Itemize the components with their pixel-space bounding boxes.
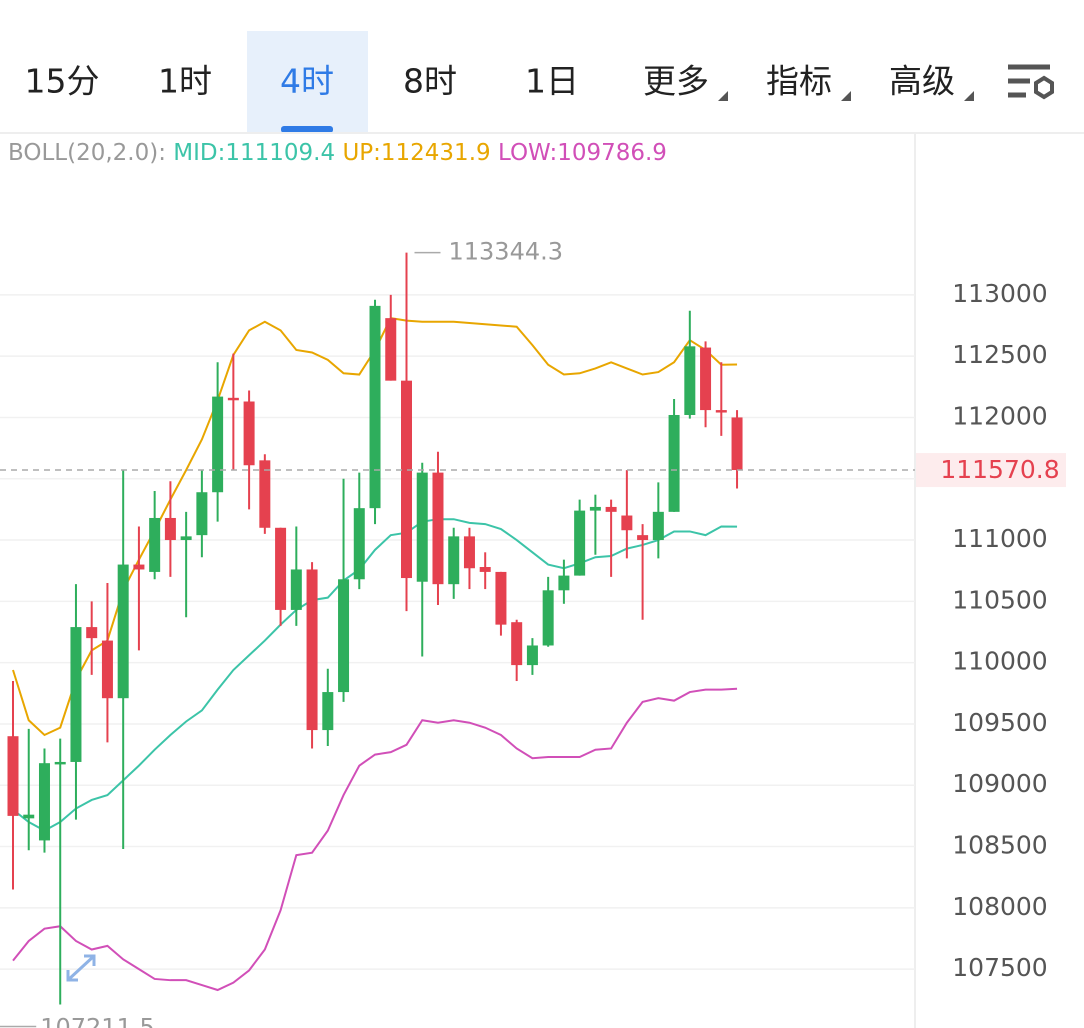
candle-body — [401, 380, 412, 579]
candle-body — [38, 763, 50, 841]
y-tick-label: 109000 — [952, 769, 1047, 798]
candle-body — [542, 590, 554, 646]
candle-body — [290, 569, 302, 610]
candle-body — [416, 472, 428, 582]
candle-body — [101, 640, 113, 699]
y-tick-label: 111000 — [952, 524, 1047, 553]
tab[interactable]: 1日 — [525, 62, 579, 101]
dropdown-caret — [964, 91, 974, 101]
candle-body — [448, 536, 460, 585]
tab[interactable]: 4时 — [280, 62, 334, 101]
y-tick-label: 108000 — [952, 892, 1047, 921]
tab[interactable]: 高级 — [889, 62, 955, 101]
candle-body — [196, 492, 208, 536]
tab[interactable]: 指标 — [766, 62, 832, 101]
candle-body — [54, 761, 66, 765]
band-line — [12, 687, 738, 992]
candle-body — [463, 536, 475, 569]
candle-body — [526, 645, 538, 666]
candle-body — [133, 564, 145, 570]
candle-body — [322, 692, 334, 731]
candle-body — [589, 506, 601, 511]
candle-body — [731, 417, 743, 471]
legend-entry: UP:112431.9 — [342, 140, 490, 166]
candle-body — [668, 414, 680, 512]
dropdown-caret — [841, 91, 851, 101]
candle-body — [23, 814, 35, 819]
candle-body — [227, 397, 239, 401]
y-tick-label: 112500 — [952, 340, 1047, 369]
candle-body — [684, 346, 696, 415]
y-tick-label: 109500 — [952, 708, 1047, 737]
settings-icon[interactable] — [1008, 64, 1054, 100]
candle-body — [432, 472, 444, 585]
legend-entry: LOW:109786.9 — [498, 140, 667, 166]
fullscreen-icon[interactable] — [66, 954, 96, 982]
candle-body — [637, 535, 649, 541]
tab[interactable]: 1时 — [158, 62, 212, 101]
dropdown-caret — [718, 91, 728, 101]
band-line — [12, 518, 738, 832]
candle-body — [86, 627, 98, 639]
selected-tab-underline — [281, 126, 333, 133]
y-tick-label: 108500 — [952, 831, 1047, 860]
candle-body — [605, 506, 617, 512]
candle-body — [306, 569, 318, 731]
candle-body — [479, 567, 491, 572]
candle-body — [353, 508, 365, 580]
candle-body — [338, 579, 350, 693]
indicator-legend: BOLL(20,2.0): MID:111109.4 UP:112431.9 L… — [8, 140, 667, 166]
candle-body — [275, 527, 287, 610]
last-price-box — [916, 453, 1066, 488]
selected-tab-bg — [247, 31, 368, 133]
tab[interactable]: 15分 — [25, 62, 100, 101]
candle-body — [700, 347, 712, 411]
legend-entry: MID:111109.4 — [173, 140, 335, 166]
candle-body — [385, 318, 397, 381]
y-tick-label: 112000 — [952, 401, 1047, 430]
low-label: 107211.5 — [40, 1014, 155, 1028]
candle-body — [369, 305, 381, 509]
candle-body — [164, 517, 176, 541]
candle-body — [212, 396, 224, 493]
candle-body — [180, 536, 192, 541]
candle-body — [495, 571, 507, 625]
y-tick-label: 110500 — [952, 585, 1047, 614]
y-tick-label: 110000 — [952, 647, 1047, 676]
candle-body — [621, 515, 633, 531]
candle-body — [511, 622, 523, 666]
last-price-label: 111570.8 — [940, 455, 1059, 484]
candle-body — [243, 401, 255, 466]
candle-body — [558, 575, 570, 591]
tab[interactable]: 8时 — [403, 62, 457, 101]
indicator-name: BOLL(20,2.0): — [8, 140, 166, 166]
candle-body — [7, 736, 19, 816]
candle-body — [149, 517, 161, 572]
high-label: 113344.3 — [449, 238, 564, 266]
tab[interactable]: 更多 — [643, 62, 709, 101]
candle-body — [574, 510, 586, 576]
candle-body — [259, 460, 271, 528]
y-tick-label: 107500 — [952, 953, 1047, 982]
y-tick-label: 113000 — [952, 279, 1047, 308]
candle-body — [652, 511, 664, 541]
candle-body — [117, 564, 129, 699]
candle-body — [70, 627, 82, 762]
candle-body — [715, 410, 727, 413]
